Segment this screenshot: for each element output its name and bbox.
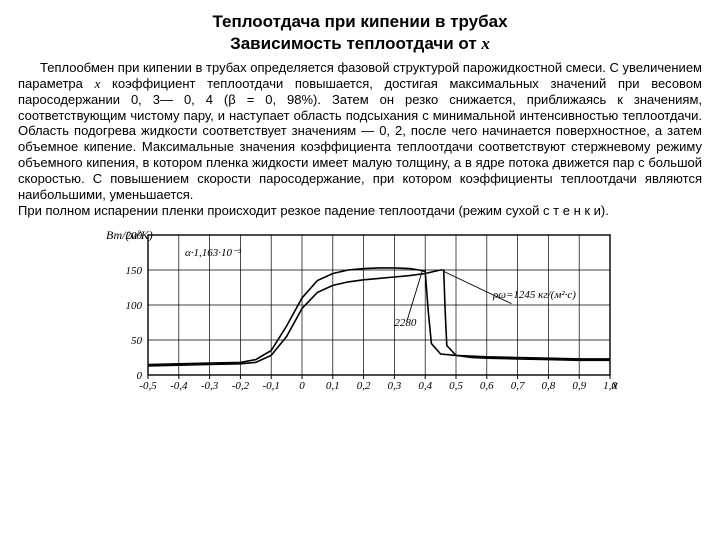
xtick-label: -0,4 [170, 380, 188, 392]
chart-annotation: α·1,163·10⁻³ [185, 247, 242, 259]
xtick-label: 0,2 [357, 380, 371, 392]
chart-container: -0,5-0,4-0,3-0,2-0,100,10,20,30,40,50,60… [100, 227, 620, 397]
subtitle-variable: x [481, 34, 490, 53]
page-subtitle: Зависимость теплоотдачи от x [18, 34, 702, 54]
xtick-label: 0,1 [326, 380, 340, 392]
chart-annotation: 2280 [394, 317, 417, 329]
y-axis-unit: Вт/(м²К) [106, 228, 153, 242]
ytick-label: 100 [126, 300, 143, 312]
xtick-label: 0,4 [418, 380, 432, 392]
ytick-label: 0 [137, 370, 143, 382]
xtick-label: 0,7 [511, 380, 525, 392]
xtick-label: 0,9 [572, 380, 586, 392]
xtick-label: 0,5 [449, 380, 463, 392]
chart-annotation: ρω=1245 кг/(м²·с) [492, 289, 576, 301]
body-paragraph: Теплообмен при кипении в трубах определя… [18, 60, 702, 219]
body-part-3: При полном испарении пленки происходит р… [18, 203, 609, 218]
xtick-label: 0,8 [542, 380, 556, 392]
xtick-label: 0,6 [480, 380, 494, 392]
xtick-label: -0,1 [262, 380, 279, 392]
subtitle-text: Зависимость теплоотдачи от [230, 34, 481, 53]
x-axis-label: x [611, 377, 618, 392]
body-part-2: коэффициент теплоотдачи повышается, дост… [18, 76, 702, 202]
xtick-label: 0 [299, 380, 305, 392]
ytick-label: 50 [131, 335, 143, 347]
xtick-label: -0,2 [232, 380, 250, 392]
xtick-label: 0,3 [388, 380, 402, 392]
ytick-label: 150 [126, 265, 143, 277]
xtick-label: -0,3 [201, 380, 219, 392]
heat-transfer-chart: -0,5-0,4-0,3-0,2-0,100,10,20,30,40,50,60… [100, 227, 620, 397]
page-title: Теплоотдача при кипении в трубах [18, 12, 702, 32]
